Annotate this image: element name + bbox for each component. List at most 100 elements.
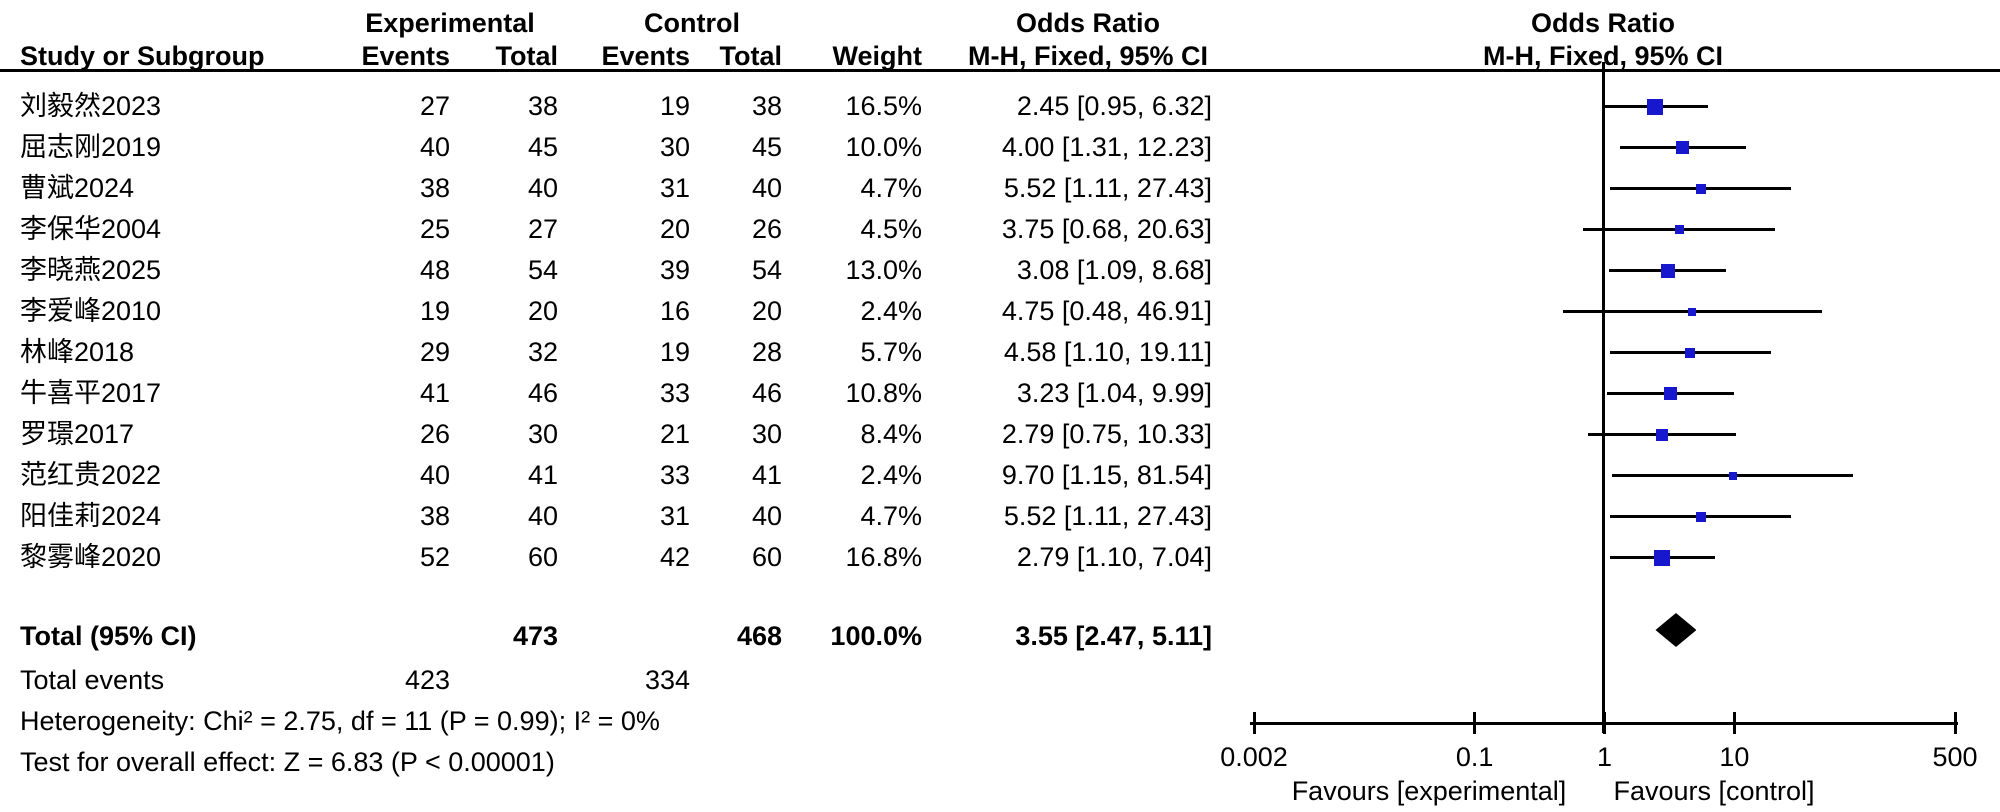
total-exp-total: 473	[512, 621, 558, 651]
ctrl-total-cell: 54	[751, 255, 782, 285]
table-row: 罗璟2017 26 30 21 30 8.4% 2.79 [0.75, 10.33]	[0, 414, 1250, 455]
ctrl-events-cell: 31	[659, 173, 690, 203]
or-ci-cell: 4.00 [1.31, 12.23]	[1001, 132, 1212, 162]
effect-square	[1674, 225, 1684, 234]
study-name: 罗璟2017	[20, 419, 135, 449]
or-ci-cell: 3.23 [1.04, 9.99]	[1016, 378, 1212, 408]
effect-square	[1676, 141, 1690, 154]
axis-tick	[1953, 712, 1957, 734]
or-ci-cell: 3.08 [1.09, 8.68]	[1016, 255, 1212, 285]
ctrl-total-cell: 30	[751, 419, 782, 449]
header-group-control: Control	[644, 8, 740, 38]
header-total-ctrl: Total	[719, 41, 783, 71]
exp-events-cell: 52	[419, 542, 450, 572]
header-group-experimental: Experimental	[365, 8, 535, 38]
effect-square	[1728, 471, 1737, 480]
header-events-exp: Events	[361, 41, 450, 71]
ctrl-total-cell: 38	[751, 91, 782, 121]
total-events-exp: 423	[404, 665, 450, 695]
or-ci-cell: 5.52 [1.11, 27.43]	[1003, 501, 1212, 531]
weight-cell: 13.0%	[845, 255, 922, 285]
table-row: 刘毅然2023 27 38 19 38 16.5% 2.45 [0.95, 6.32]	[0, 86, 1250, 127]
exp-total-cell: 45	[527, 132, 558, 162]
ctrl-total-cell: 60	[751, 542, 782, 572]
total-ctrl-total: 468	[736, 621, 782, 651]
exp-total-cell: 46	[527, 378, 558, 408]
exp-events-cell: 48	[419, 255, 450, 285]
axis-tick-label: 10	[1719, 742, 1750, 772]
study-name: 牛喜平2017	[20, 378, 162, 408]
ctrl-events-cell: 19	[659, 91, 690, 121]
effect-square	[1647, 98, 1664, 115]
exp-events-cell: 19	[419, 296, 450, 326]
ctrl-events-cell: 20	[659, 214, 690, 244]
weight-cell: 16.8%	[845, 542, 922, 572]
or-ci-cell: 9.70 [1.15, 81.54]	[1001, 460, 1212, 490]
exp-total-cell: 30	[527, 419, 558, 449]
exp-events-cell: 40	[419, 132, 450, 162]
or-ci-cell: 3.75 [0.68, 20.63]	[1001, 214, 1212, 244]
axis-tick-label: 1	[1596, 742, 1613, 772]
total-events-ctrl: 334	[644, 665, 690, 695]
weight-cell: 10.8%	[845, 378, 922, 408]
total-events-row: Total events 423 334	[0, 660, 1250, 701]
exp-total-cell: 32	[527, 337, 558, 367]
weight-cell: 16.5%	[845, 91, 922, 121]
total-or-ci: 3.55 [2.47, 5.11]	[1015, 621, 1212, 651]
exp-total-cell: 54	[527, 255, 558, 285]
heterogeneity-text: Heterogeneity: Chi² = 2.75, df = 11 (P =…	[20, 706, 660, 736]
header-mh-fixed-text: M-H, Fixed, 95% CI	[967, 41, 1209, 71]
table-row: 李保华2004 25 27 20 26 4.5% 3.75 [0.68, 20.63]	[0, 209, 1250, 250]
ctrl-events-cell: 30	[659, 132, 690, 162]
or-ci-cell: 2.79 [0.75, 10.33]	[1001, 419, 1212, 449]
overall-effect-text: Test for overall effect: Z = 6.83 (P < 0…	[20, 747, 555, 777]
table-row: 范红贵2022 40 41 33 41 2.4% 9.70 [1.15, 81.54]	[0, 455, 1250, 496]
table-row: 屈志刚2019 40 45 30 45 10.0% 4.00 [1.31, 12.23]	[0, 127, 1250, 168]
favours-right-label: Favours [control]	[1613, 776, 1815, 806]
header-weight-col: Weight	[832, 41, 923, 71]
effect-square	[1654, 549, 1671, 566]
summary-diamond	[1655, 613, 1697, 647]
header-study-col: Study or Subgroup	[20, 41, 265, 71]
ctrl-events-cell: 33	[659, 460, 690, 490]
ctrl-total-cell: 46	[751, 378, 782, 408]
or-ci-cell: 2.79 [1.10, 7.04]	[1016, 542, 1212, 572]
total-row: Total (95% CI) 473 468 100.0% 3.55 [2.47…	[0, 616, 1250, 657]
ctrl-total-cell: 20	[751, 296, 782, 326]
weight-cell: 4.7%	[860, 173, 922, 203]
table-row: 林峰2018 29 32 19 28 5.7% 4.58 [1.10, 19.11]	[0, 332, 1250, 373]
exp-events-cell: 27	[419, 91, 450, 121]
study-name: 林峰2018	[20, 337, 135, 367]
table-row: 李晓燕2025 48 54 39 54 13.0% 3.08 [1.09, 8.68]	[0, 250, 1250, 291]
ctrl-events-cell: 33	[659, 378, 690, 408]
exp-events-cell: 29	[419, 337, 450, 367]
axis-tick-label: 0.1	[1455, 742, 1494, 772]
effect-square	[1664, 387, 1678, 400]
study-name: 刘毅然2023	[20, 91, 162, 121]
table-row: 曹斌2024 38 40 31 40 4.7% 5.52 [1.11, 27.43]	[0, 168, 1250, 209]
ctrl-total-cell: 26	[751, 214, 782, 244]
ctrl-total-cell: 41	[751, 460, 782, 490]
exp-total-cell: 27	[527, 214, 558, 244]
weight-cell: 2.4%	[860, 296, 922, 326]
exp-events-cell: 38	[419, 173, 450, 203]
study-name: 李爱峰2010	[20, 296, 162, 326]
total-weight: 100.0%	[830, 621, 922, 651]
exp-total-cell: 60	[527, 542, 558, 572]
total-events-label: Total events	[20, 665, 165, 695]
ctrl-events-cell: 31	[659, 501, 690, 531]
total-label: Total (95% CI)	[20, 621, 197, 651]
effect-square	[1685, 347, 1696, 358]
reference-line-or1	[1602, 62, 1605, 733]
study-name: 阳佳莉2024	[20, 501, 162, 531]
weight-cell: 8.4%	[860, 419, 922, 449]
study-name: 李晓燕2025	[20, 255, 162, 285]
table-row: 李爱峰2010 19 20 16 20 2.4% 4.75 [0.48, 46.91]	[0, 291, 1250, 332]
or-ci-cell: 2.45 [0.95, 6.32]	[1016, 91, 1212, 121]
favours-left-label: Favours [experimental]	[1291, 776, 1567, 806]
effect-square	[1656, 428, 1669, 441]
header-total-exp: Total	[495, 41, 559, 71]
ctrl-events-cell: 42	[659, 542, 690, 572]
ctrl-events-cell: 39	[659, 255, 690, 285]
header-rule	[0, 69, 2000, 72]
